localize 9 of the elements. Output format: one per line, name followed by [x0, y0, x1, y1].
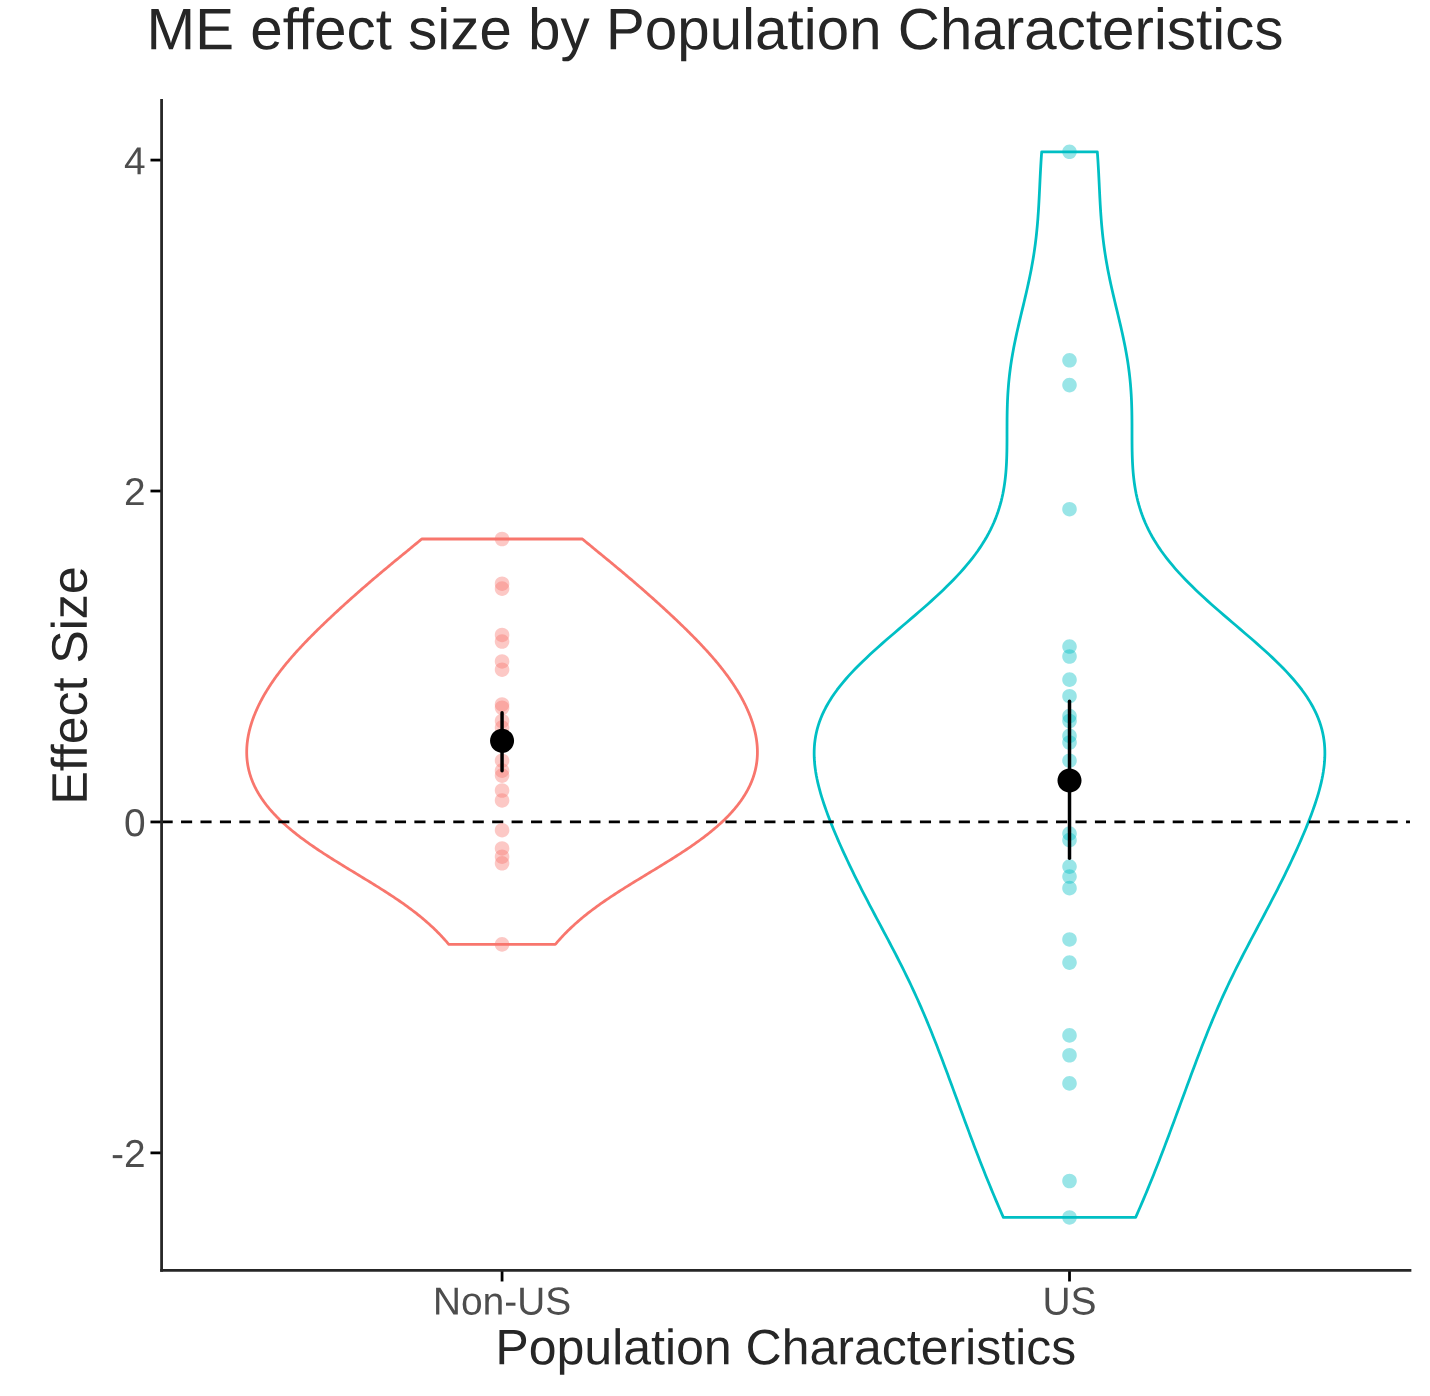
x-tick-label: Non-US	[436, 1287, 570, 1315]
y-tick-label: 2	[125, 477, 144, 506]
y-axis-title: Effect Size	[50, 568, 88, 801]
y-tick-label: 4	[124, 147, 145, 175]
chart-title: ME effect size by Population Characteristics	[151, 6, 1282, 62]
x-tick-label: US	[1045, 1287, 1095, 1315]
y-tick-label: 0	[125, 808, 145, 837]
y-tick-label: -2	[112, 1139, 144, 1167]
x-axis-title: Population Characteristics	[499, 1328, 1075, 1375]
